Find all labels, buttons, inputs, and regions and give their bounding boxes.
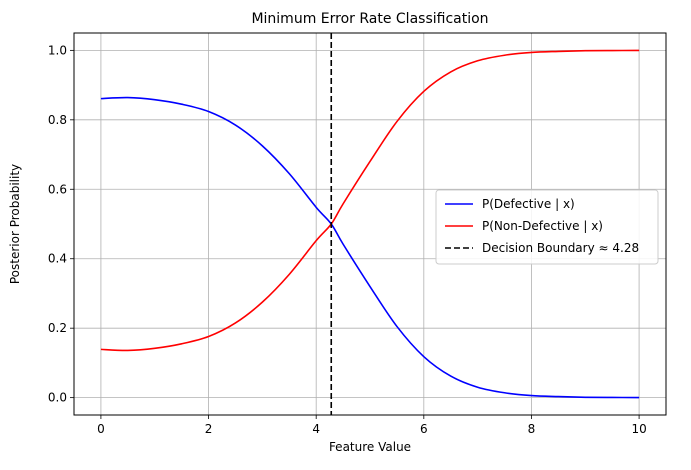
x-tick-label: 2 <box>205 422 213 436</box>
x-tick-label: 4 <box>312 422 320 436</box>
y-axis-label: Posterior Probability <box>8 164 22 284</box>
y-tick-label: 0.6 <box>48 182 67 196</box>
series-line-0 <box>100 96 640 399</box>
y-tick-label: 0.2 <box>48 321 67 335</box>
y-tick-label: 0.0 <box>48 391 67 405</box>
plot-area <box>100 33 640 415</box>
x-tick-label: 10 <box>631 422 646 436</box>
axis-ticks: 0 2 4 6 8 10 0.0 0.2 0.4 0.6 0.8 1.0 <box>48 43 647 436</box>
series-line-1 <box>100 49 640 352</box>
legend-box <box>435 189 659 265</box>
legend: P(Defective | x) P(Non-Defective | x) Deci… <box>435 189 659 265</box>
legend-label: P(Defective | x) <box>482 197 575 211</box>
chart-title: Minimum Error Rate Classification <box>251 11 488 27</box>
y-tick-label: 0.4 <box>48 252 67 266</box>
y-tick-label: 1.0 <box>48 43 67 57</box>
x-tick-label: 0 <box>97 422 105 436</box>
x-tick-label: 8 <box>528 422 536 436</box>
axes-frame <box>73 32 667 416</box>
legend-label: P(Non-Defective | x) <box>482 219 603 233</box>
legend-label: Decision Boundary ≈ 4.28 <box>482 241 639 255</box>
y-tick-label: 0.8 <box>48 113 67 127</box>
x-tick-label: 6 <box>420 422 428 436</box>
x-axis-label: Feature Value <box>329 440 411 454</box>
